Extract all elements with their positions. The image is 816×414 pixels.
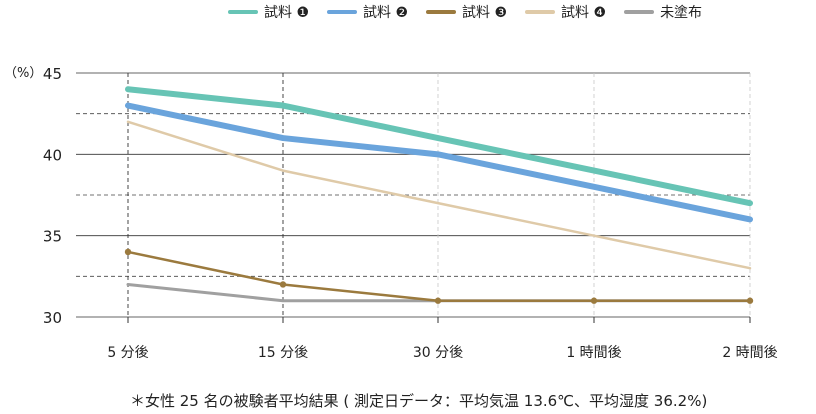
legend: 試料 ❶ 試料 ❷ 試料 ❸ 試料 ❹ 未塗布 [228,2,702,22]
y-axis-unit-label: （%） [4,66,43,81]
y-tick-label: 45 [43,65,62,83]
legend-item-sample-2: 試料 ❷ [327,2,408,22]
x-tick-label: 15 分後 [258,345,308,361]
legend-swatch-sample-1 [228,10,258,14]
y-tick-label: 35 [43,228,62,246]
series-point-3 [590,297,598,304]
footnote: ＊女性 25 名の被験者平均結果 ( 測定日データ：平均気温 13.6℃、平均湿… [130,392,708,410]
series-line-4 [126,120,752,270]
y-tick-label: 30 [43,309,62,327]
x-tick-label: 5 分後 [107,345,148,361]
legend-item-untreated: 未塗布 [624,2,702,22]
x-tick-label: 1 時間後 [566,345,621,361]
legend-label-sample-2: 試料 ❷ [363,5,409,21]
legend-item-sample-3: 試料 ❸ [426,2,507,22]
legend-label-untreated: 未塗布 [660,5,703,21]
series-point-3 [434,297,442,304]
x-tick-label: 2 時間後 [722,345,777,361]
legend-label-sample-1: 試料 ❶ [264,5,310,21]
legend-label-sample-3: 試料 ❸ [462,5,508,21]
legend-swatch-sample-3 [426,10,457,14]
legend-item-sample-1: 試料 ❶ [228,2,309,22]
series-point-3 [279,281,287,288]
x-tick-label: 30 分後 [413,345,463,361]
legend-swatch-untreated [624,10,655,14]
legend-swatch-sample-2 [327,10,358,14]
series-point-3 [746,297,754,304]
series-line-2 [125,102,753,223]
series-point-3 [124,248,132,256]
legend-swatch-sample-4 [525,10,556,14]
series-line-1 [125,86,753,207]
legend-label-sample-4: 試料 ❹ [561,5,607,21]
legend-item-sample-4: 試料 ❹ [525,2,606,22]
y-tick-label: 40 [43,146,62,164]
